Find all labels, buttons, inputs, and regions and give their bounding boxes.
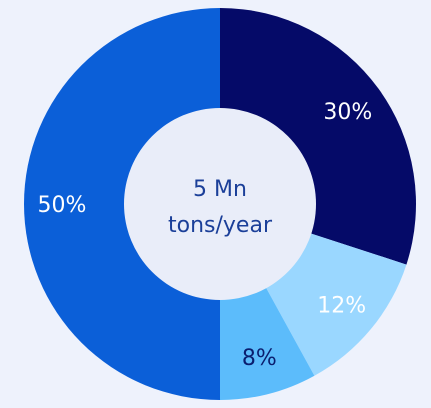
slice-labels: 30% 12% 8% 50%: [38, 100, 373, 371]
center-label-line1: 5 Mn: [193, 177, 247, 202]
slice-label-12pct: 12%: [317, 294, 366, 319]
slice-label-8pct: 8%: [242, 346, 277, 371]
center-label-line2: tons/year: [168, 213, 273, 238]
slice-label-30pct: 30%: [323, 100, 372, 125]
donut-hole: [124, 108, 316, 300]
slice-50pct: [24, 8, 220, 400]
slice-label-50pct: 50%: [38, 193, 87, 218]
